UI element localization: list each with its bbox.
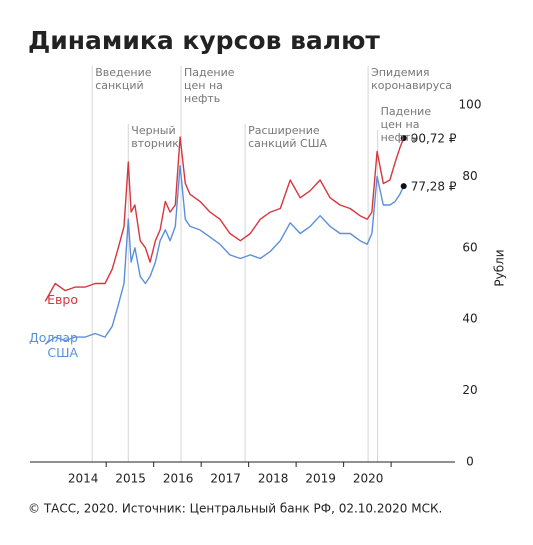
x-tick-label: 2015 <box>115 472 146 486</box>
value-label: 77,28 ₽ <box>411 180 457 194</box>
x-tick-label: 2018 <box>258 472 289 486</box>
legend-label: Евро <box>47 292 78 307</box>
x-tick-label: 2014 <box>68 472 99 486</box>
x-tick-label: 2017 <box>210 472 241 486</box>
x-tick-label: 2019 <box>305 472 336 486</box>
legend-label: Доллар США <box>29 330 78 360</box>
annotation-text: Черный вторник <box>131 124 179 150</box>
annotation-text: Падение цен на нефть <box>184 66 235 105</box>
y-tick-label: 60 <box>462 240 477 254</box>
x-tick-label: 2016 <box>163 472 194 486</box>
x-tick-label: 2020 <box>353 472 384 486</box>
source: © ТАСС, 2020. Источник: Центральный банк… <box>28 502 442 516</box>
y-tick-label: 80 <box>462 169 477 183</box>
annotation-text: Расширение санкций США <box>248 124 327 150</box>
end-dot <box>400 183 407 190</box>
end-dot <box>400 135 407 142</box>
y-axis-label: Рубли <box>493 249 507 286</box>
y-tick-label: 20 <box>462 383 477 397</box>
y-tick-label: 100 <box>459 98 482 112</box>
series-line <box>44 136 405 302</box>
y-tick-label: 0 <box>466 455 474 469</box>
annotation-text: Введение санкций <box>95 66 152 92</box>
chart-title: Динамика курсов валют <box>28 26 380 55</box>
series-line <box>44 165 405 345</box>
value-label: 90,72 ₽ <box>411 132 457 146</box>
annotation-text: Эпидемия коронавируса <box>371 66 453 92</box>
annotation-text: Падение цен на нефть <box>380 105 432 144</box>
y-tick-label: 40 <box>462 312 477 326</box>
